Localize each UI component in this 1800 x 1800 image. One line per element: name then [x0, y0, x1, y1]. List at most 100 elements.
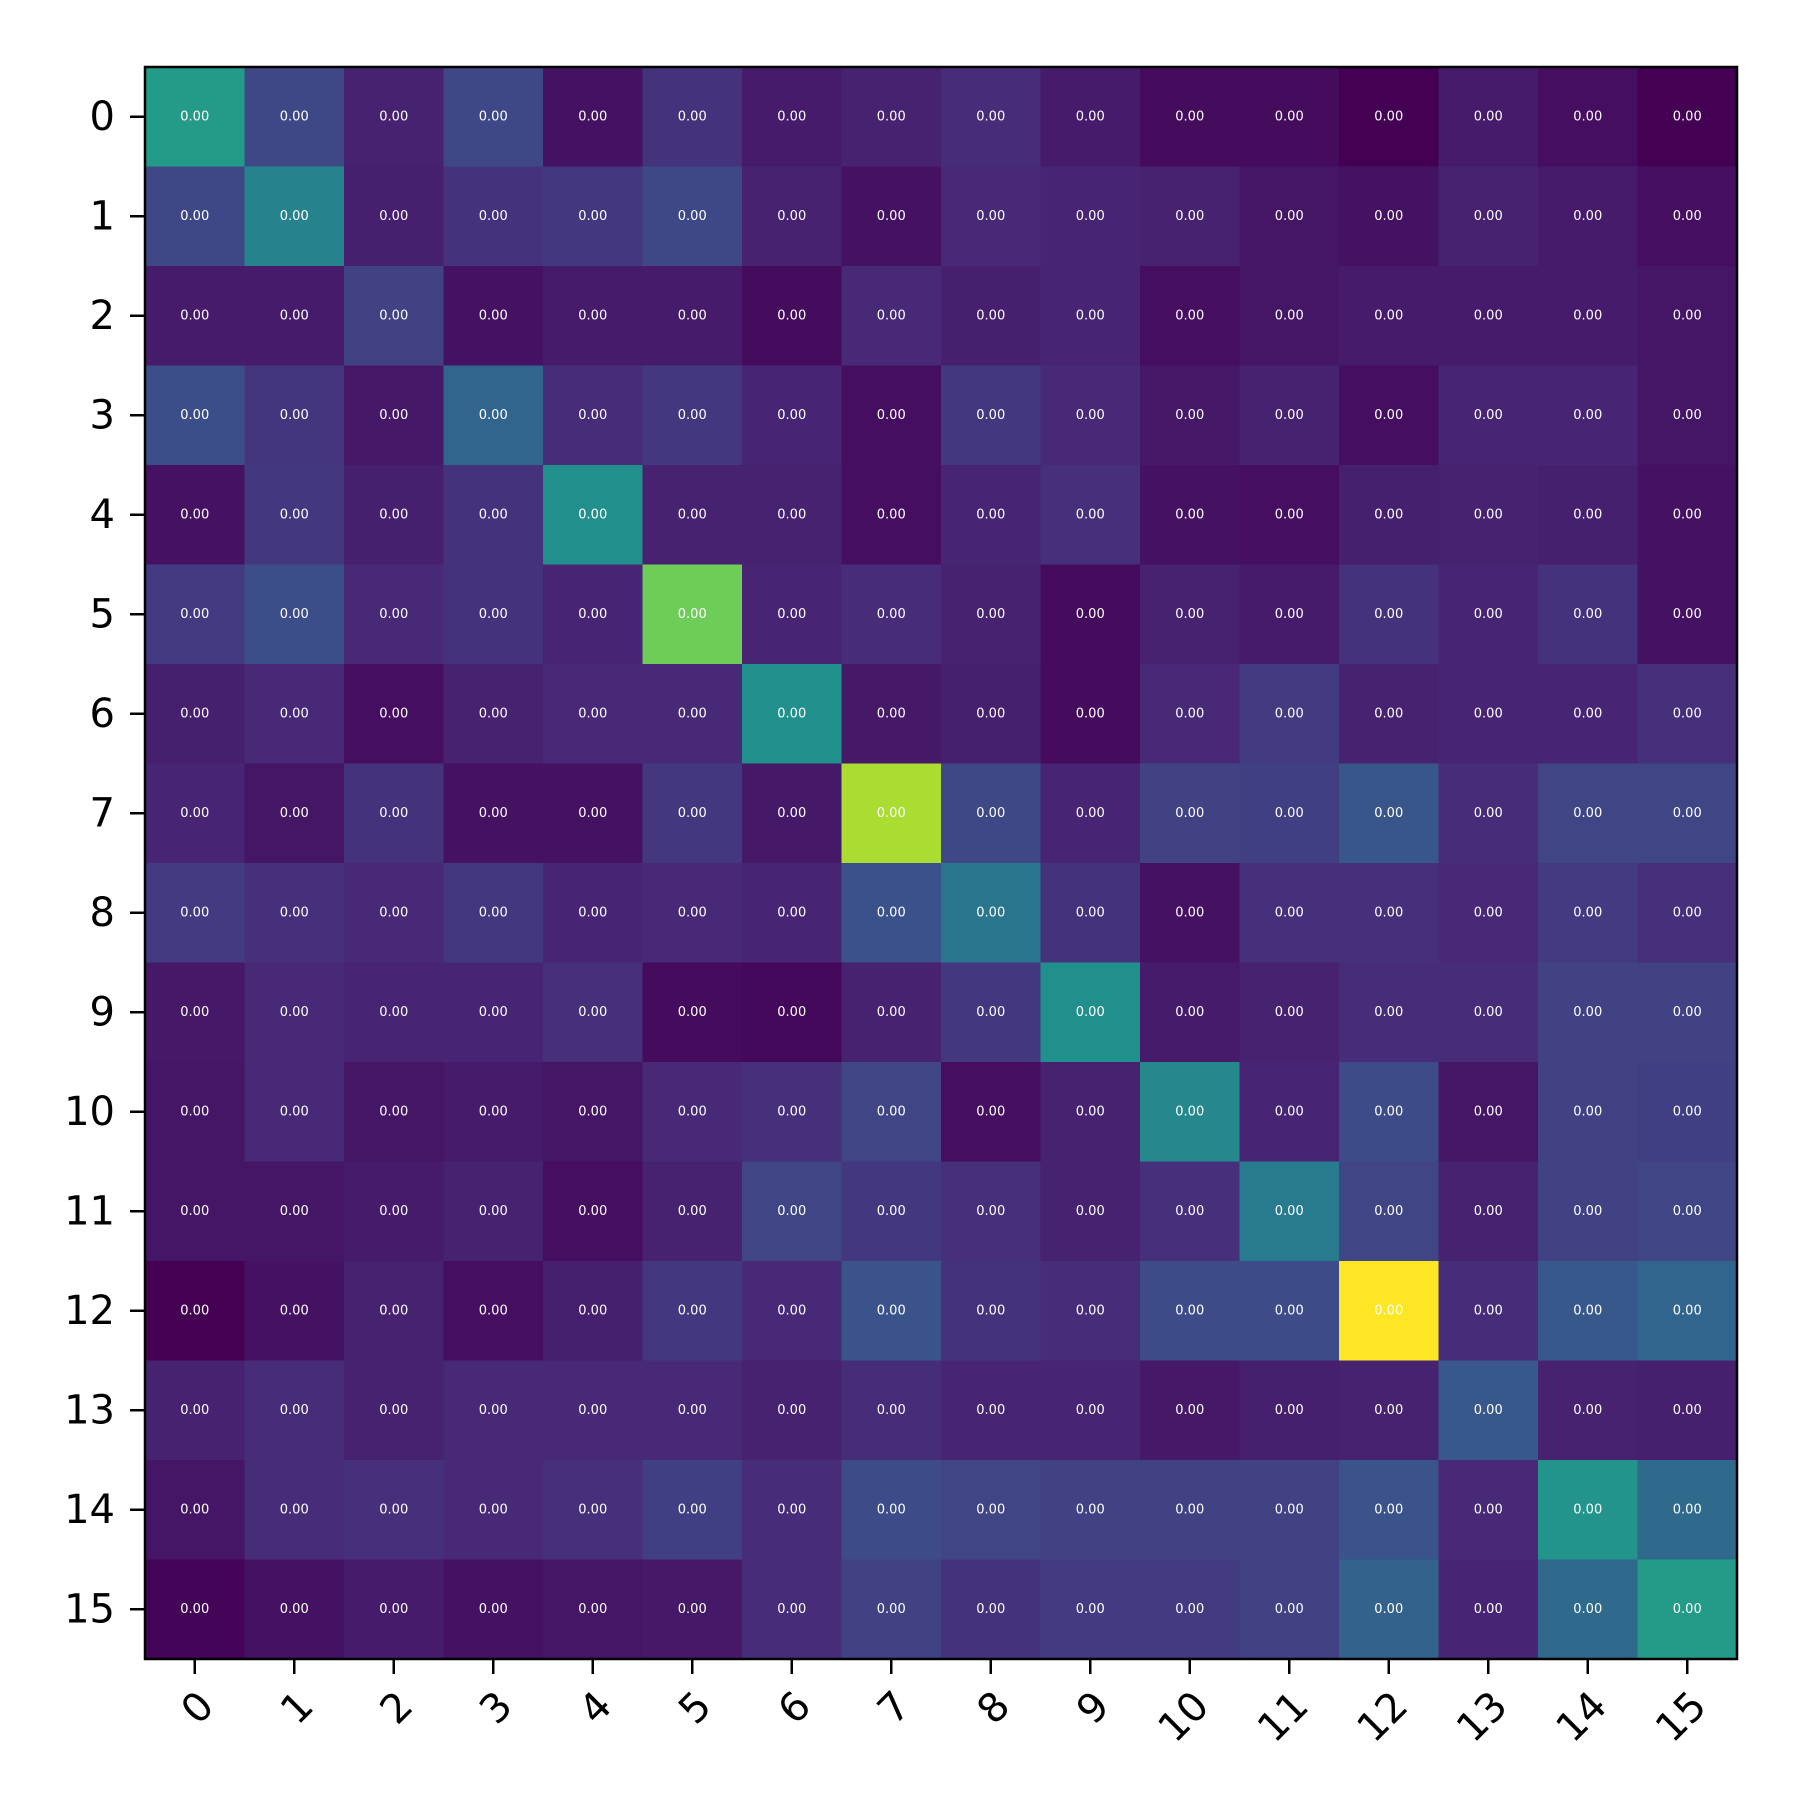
cell-value-label-15-4: 0.00: [578, 1602, 607, 1617]
cell-value-label-15-10: 0.00: [1175, 1602, 1204, 1617]
heatmap-cell-6-12: [1339, 664, 1440, 765]
cell-value-label-1-12: 0.00: [1374, 209, 1403, 224]
cell-value-label-8-11: 0.00: [1275, 905, 1304, 920]
cell-value-label-7-14: 0.00: [1573, 806, 1602, 821]
cell-value-label-1-3: 0.00: [479, 209, 508, 224]
cell-value-label-12-15: 0.00: [1673, 1303, 1702, 1318]
cell-value-label-12-12: 0.00: [1374, 1303, 1403, 1318]
y-tick-label-1: 1: [90, 193, 115, 239]
cell-value-label-10-3: 0.00: [479, 1104, 508, 1119]
cell-value-label-11-6: 0.00: [777, 1204, 806, 1219]
cell-value-label-6-9: 0.00: [1076, 706, 1105, 721]
cell-value-label-4-3: 0.00: [479, 507, 508, 522]
cell-value-label-13-0: 0.00: [180, 1403, 209, 1418]
heatmap-cell-2-13: [1438, 266, 1539, 367]
cell-value-label-5-0: 0.00: [180, 607, 209, 622]
cell-value-label-13-14: 0.00: [1573, 1403, 1602, 1418]
heatmap-cell-13-10: [1140, 1360, 1241, 1461]
cell-value-label-3-11: 0.00: [1275, 408, 1304, 423]
heatmap-cell-2-8: [941, 266, 1042, 367]
heatmap-cell-9-6: [742, 962, 843, 1063]
heatmap-cell-11-15: [1637, 1161, 1738, 1262]
heatmap-cell-15-11: [1239, 1559, 1340, 1660]
heatmap-cell-8-15: [1637, 863, 1738, 964]
heatmap-cell-9-11: [1239, 962, 1340, 1063]
heatmap-cell-15-10: [1140, 1559, 1241, 1660]
cell-value-label-4-7: 0.00: [877, 507, 906, 522]
heatmap-cell-10-5: [642, 1062, 743, 1163]
cell-value-label-13-10: 0.00: [1175, 1403, 1204, 1418]
cell-value-label-2-15: 0.00: [1673, 308, 1702, 323]
heatmap-cell-14-2: [344, 1460, 445, 1561]
heatmap-cell-4-5: [642, 465, 743, 566]
heatmap-cell-15-6: [742, 1559, 843, 1660]
cell-value-label-3-9: 0.00: [1076, 408, 1105, 423]
cell-value-label-11-3: 0.00: [479, 1204, 508, 1219]
cell-value-label-15-9: 0.00: [1076, 1602, 1105, 1617]
cell-value-label-15-15: 0.00: [1673, 1602, 1702, 1617]
heatmap-cell-9-13: [1438, 962, 1539, 1063]
heatmap-cell-7-14: [1538, 763, 1639, 864]
cell-value-label-2-5: 0.00: [678, 308, 707, 323]
heatmap-cell-2-11: [1239, 266, 1340, 367]
heatmap-cell-7-11: [1239, 763, 1340, 864]
heatmap-cell-13-0: [145, 1360, 246, 1461]
heatmap-cell-10-13: [1438, 1062, 1539, 1163]
cell-value-label-4-2: 0.00: [379, 507, 408, 522]
heatmap-cell-1-11: [1239, 166, 1340, 267]
heatmap-cell-12-9: [1040, 1261, 1141, 1362]
heatmap-cell-14-12: [1339, 1460, 1440, 1561]
cell-value-label-15-1: 0.00: [280, 1602, 309, 1617]
cell-value-label-9-11: 0.00: [1275, 1005, 1304, 1020]
cell-value-label-3-6: 0.00: [777, 408, 806, 423]
heatmap-cell-8-3: [443, 863, 544, 964]
heatmap-cell-3-3: [443, 365, 544, 466]
cell-value-label-1-14: 0.00: [1573, 209, 1602, 224]
heatmap-cell-8-4: [543, 863, 644, 964]
heatmap-cell-10-6: [742, 1062, 843, 1163]
heatmap-cell-11-8: [941, 1161, 1042, 1262]
heatmap-cell-2-9: [1040, 266, 1141, 367]
cell-value-label-13-12: 0.00: [1374, 1403, 1403, 1418]
cell-value-label-0-5: 0.00: [678, 109, 707, 124]
heatmap-cell-6-9: [1040, 664, 1141, 765]
heatmap-cell-13-15: [1637, 1360, 1738, 1461]
cell-value-label-9-5: 0.00: [678, 1005, 707, 1020]
cell-value-label-9-13: 0.00: [1474, 1005, 1503, 1020]
cell-value-label-8-3: 0.00: [479, 905, 508, 920]
heatmap-cell-13-1: [244, 1360, 345, 1461]
heatmap-cell-12-5: [642, 1261, 743, 1362]
cell-value-label-5-3: 0.00: [479, 607, 508, 622]
x-tick-label-6: 6: [769, 1683, 820, 1734]
cell-value-label-5-10: 0.00: [1175, 607, 1204, 622]
cell-value-label-7-15: 0.00: [1673, 806, 1702, 821]
cell-value-label-2-6: 0.00: [777, 308, 806, 323]
cell-value-label-2-12: 0.00: [1374, 308, 1403, 323]
heatmap-cell-1-5: [642, 166, 743, 267]
cell-value-label-10-14: 0.00: [1573, 1104, 1602, 1119]
heatmap-cell-14-10: [1140, 1460, 1241, 1561]
heatmap-cell-3-5: [642, 365, 743, 466]
heatmap-cell-8-11: [1239, 863, 1340, 964]
cell-value-label-6-10: 0.00: [1175, 706, 1204, 721]
cell-value-label-15-2: 0.00: [379, 1602, 408, 1617]
heatmap-cell-7-8: [941, 763, 1042, 864]
heatmap-cell-2-12: [1339, 266, 1440, 367]
heatmap-cell-14-1: [244, 1460, 345, 1561]
heatmap-cell-0-4: [543, 67, 644, 168]
cell-value-label-0-11: 0.00: [1275, 109, 1304, 124]
heatmap-cell-5-1: [244, 564, 345, 665]
cell-value-label-0-13: 0.00: [1474, 109, 1503, 124]
heatmap-cell-1-13: [1438, 166, 1539, 267]
cell-value-label-13-11: 0.00: [1275, 1403, 1304, 1418]
heatmap-cell-7-7: [841, 763, 942, 864]
heatmap-cell-14-14: [1538, 1460, 1639, 1561]
heatmap-cell-4-6: [742, 465, 843, 566]
cell-value-label-9-7: 0.00: [877, 1005, 906, 1020]
heatmap-cell-13-13: [1438, 1360, 1539, 1461]
cell-value-label-5-4: 0.00: [578, 607, 607, 622]
heatmap-cell-4-8: [941, 465, 1042, 566]
cell-value-label-8-6: 0.00: [777, 905, 806, 920]
cell-value-label-3-8: 0.00: [976, 408, 1005, 423]
heatmap-cell-9-0: [145, 962, 246, 1063]
